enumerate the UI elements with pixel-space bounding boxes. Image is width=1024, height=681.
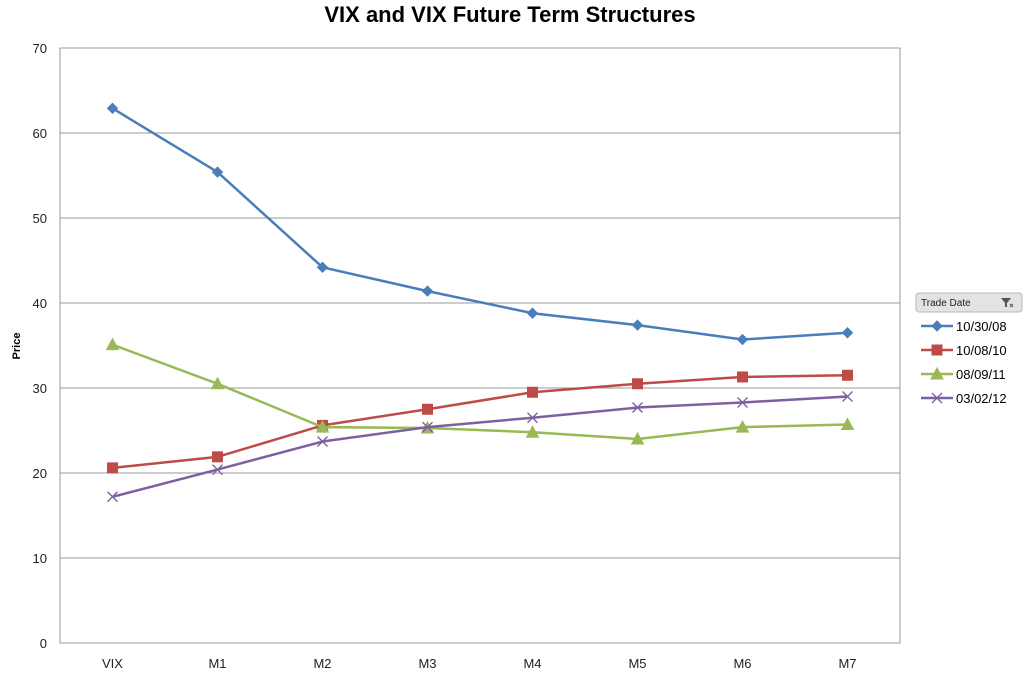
legend-label: 10/30/08 (956, 319, 1007, 334)
data-point (631, 319, 644, 331)
legend-item: 10/30/08 (921, 319, 1007, 334)
data-point (840, 417, 855, 431)
legend-item: 10/08/10 (921, 343, 1007, 358)
data-point (632, 378, 643, 390)
data-point (107, 491, 118, 503)
y-tick-label: 10 (33, 551, 47, 566)
data-point (107, 462, 118, 474)
series-line (112, 343, 848, 441)
series-08-09-11 (105, 337, 855, 445)
data-point (737, 371, 748, 383)
y-axis-label: Price (11, 333, 23, 360)
data-point (212, 451, 223, 463)
legend-item: 03/02/12 (921, 391, 1007, 406)
data-point (841, 327, 854, 339)
data-point (842, 369, 853, 381)
chart-title: VIX and VIX Future Term Structures (324, 2, 695, 27)
x-tick-label: M7 (838, 656, 856, 671)
data-point (212, 464, 223, 476)
legend-label: 03/02/12 (956, 391, 1007, 406)
data-point (735, 420, 750, 433)
y-tick-label: 70 (33, 41, 47, 56)
data-point (315, 420, 330, 433)
legend-marker (931, 320, 943, 332)
legend-label: 10/08/10 (956, 343, 1007, 358)
data-point (842, 391, 853, 402)
data-point (525, 425, 540, 438)
data-point (737, 396, 748, 408)
series-line (111, 107, 848, 341)
legend-items: 10/30/08 10/08/10 08/09/11 03/02/12 (921, 319, 1007, 406)
data-point (422, 403, 433, 415)
data-point (422, 421, 433, 433)
x-tick-label: M6 (733, 656, 751, 671)
data-point (527, 412, 538, 424)
x-tick-label: M1 (208, 656, 226, 671)
y-tick-label: 50 (33, 211, 47, 226)
data-point (736, 333, 749, 346)
y-tick-label: 0 (40, 636, 47, 651)
series-layer (105, 102, 855, 503)
series-10-30-08 (106, 102, 854, 346)
legend-header[interactable] (915, 292, 1023, 313)
x-tick-label: M5 (628, 656, 646, 671)
legend-title: Trade Date (921, 298, 971, 309)
data-point (211, 166, 224, 178)
y-tick-label: 20 (33, 466, 47, 481)
plot-area-border (59, 47, 901, 644)
gridlines (60, 132, 900, 559)
x-tick-label: VIX (102, 656, 123, 671)
data-point (317, 436, 328, 448)
legend: Trade Date 10/30/08 10/08/10 08/09/11 03/02… (915, 292, 1023, 406)
series-line (112, 374, 848, 470)
series-03-02-12 (107, 391, 853, 503)
data-point (106, 102, 119, 115)
data-point (527, 386, 538, 398)
y-tick-label: 30 (33, 381, 47, 396)
legend-label: 08/09/11 (956, 367, 1006, 382)
y-axis-ticks: 0 10 20 30 40 50 60 70 (33, 41, 47, 651)
filter-icon[interactable] (1001, 298, 1014, 308)
x-tick-label: M3 (418, 656, 436, 671)
series-line (112, 395, 848, 499)
x-tick-label: M4 (523, 656, 541, 671)
data-point (630, 431, 645, 445)
data-point (526, 307, 539, 319)
data-point (105, 337, 120, 351)
x-axis-ticks: VIX M1 M2 M3 M4 M5 M6 M7 (102, 656, 857, 671)
legend-item: 08/09/11 (921, 366, 1006, 382)
data-point (316, 261, 329, 274)
x-tick-label: M2 (313, 656, 331, 671)
y-tick-label: 40 (33, 296, 47, 311)
legend-marker (931, 392, 943, 404)
data-point (632, 402, 643, 414)
data-point (210, 376, 225, 390)
y-tick-label: 60 (33, 126, 47, 141)
legend-marker (931, 344, 943, 356)
data-point (421, 285, 434, 297)
legend-marker (930, 366, 944, 380)
